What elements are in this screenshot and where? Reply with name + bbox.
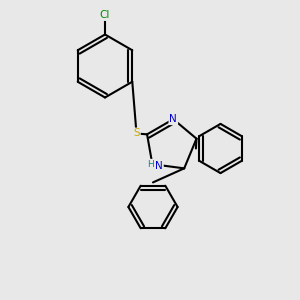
Text: H: H	[148, 160, 154, 169]
Text: N: N	[155, 161, 163, 171]
Text: S: S	[133, 128, 140, 139]
Text: N: N	[169, 114, 177, 124]
Text: Cl: Cl	[100, 10, 110, 20]
